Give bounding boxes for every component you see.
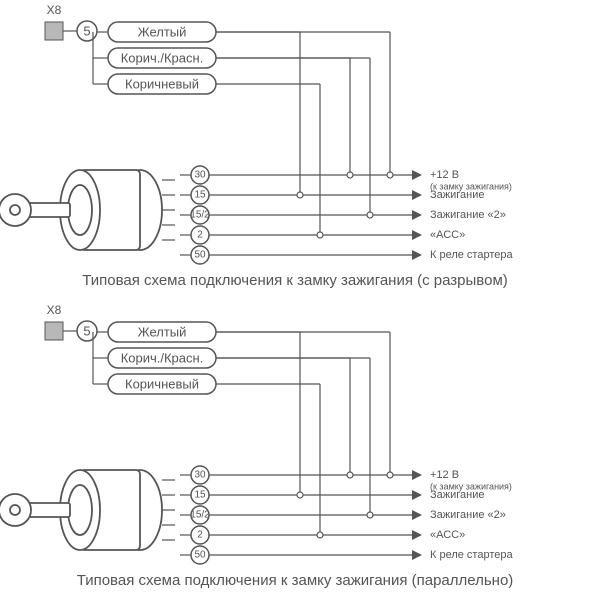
output-label: Зажигание «2» [430,209,506,221]
connector-label: X8 [47,3,62,17]
wire-color-text: Корич./Красн. [121,351,204,366]
wiring-diagram-svg: X8 5 Желтый Корич./Красн. Коричневый 30 15 15/2… [0,0,589,600]
output-label: К реле стартера [430,249,513,261]
terminal-label: 15 [194,490,206,501]
junction-node [297,192,303,198]
diagram-group: X8 5 Желтый Корич./Красн. Коричневый 30 15 15/2… [0,3,513,289]
terminal-label: 30 [194,170,206,181]
output-label: Зажигание [430,189,485,201]
connector-box [45,22,63,40]
terminal-label: 50 [194,550,206,561]
diagram-group: X8 5 Желтый Корич./Красн. Коричневый 30 15 15/2… [0,303,513,589]
pin-badge-text: 5 [83,24,90,39]
wire-color-text: Коричневый [125,77,199,92]
output-label: +12 В [430,469,459,481]
output-label: Зажигание [430,489,485,501]
wire-color-text: Коричневый [125,377,199,392]
terminal-label: 15/2 [190,210,210,221]
junction-node [387,172,393,178]
output-label: «АСС» [430,229,465,241]
junction-node [317,232,323,238]
terminal-label: 15 [194,190,206,201]
output-label: К реле стартера [430,549,513,561]
terminal-label: 2 [197,230,203,241]
junction-node [297,492,303,498]
wire-color-text: Корич./Красн. [121,51,204,66]
diagram-caption: Типовая схема подключения к замку зажига… [82,272,508,289]
junction-node [367,512,373,518]
terminal-label: 15/2 [190,510,210,521]
terminal-label: 2 [197,530,203,541]
junction-node [387,472,393,478]
terminal-label: 50 [194,250,206,261]
diagram-caption: Типовая схема подключения к замку зажига… [77,572,514,589]
junction-node [347,172,353,178]
pin-badge-text: 5 [83,324,90,339]
junction-node [347,472,353,478]
wire-color-text: Желтый [138,325,187,340]
output-label: «АСС» [430,529,465,541]
wire-color-text: Желтый [138,25,187,40]
connector-box [45,322,63,340]
connector-label: X8 [47,303,62,317]
output-label: +12 В [430,169,459,181]
output-label: Зажигание «2» [430,509,506,521]
junction-node [317,532,323,538]
junction-node [367,212,373,218]
terminal-label: 30 [194,470,206,481]
